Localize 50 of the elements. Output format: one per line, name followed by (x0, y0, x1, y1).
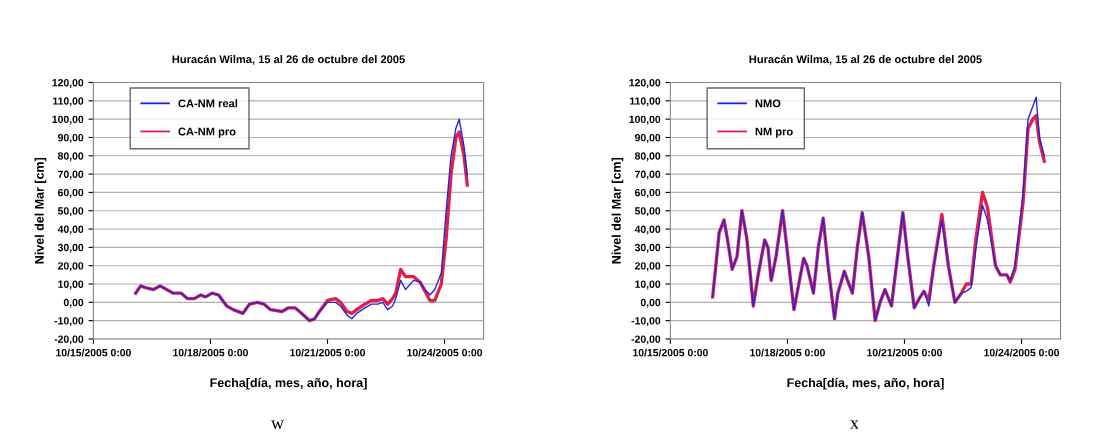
y-tick-label: 20,00 (634, 262, 661, 272)
y-tick-label: 50,00 (634, 207, 661, 217)
x-tick-label: 10/18/2005 0:00 (173, 348, 248, 357)
chart-title: Huracán Wilma, 15 al 26 de octubre del 2005 (749, 54, 982, 65)
x-tick-label: 10/21/2005 0:00 (290, 348, 366, 357)
y-tick-label: -10,00 (54, 317, 84, 327)
x-tick-label: 10/18/2005 0:00 (750, 348, 825, 357)
y-tick-label: -10,00 (631, 317, 661, 327)
y-tick-label: 0,00 (640, 298, 661, 308)
y-tick-label: -20,00 (631, 335, 661, 345)
x-tick-label: 10/24/2005 0:00 (984, 348, 1060, 357)
y-tick-label: 10,00 (635, 280, 661, 290)
chart-title: Huracán Wilma, 15 al 26 de octubre del 2005 (172, 54, 405, 65)
y-tick-label: 40,00 (634, 225, 661, 235)
y-axis-title: Nivel del Mar [cm] (34, 157, 47, 264)
y-tick-label: 70,00 (58, 170, 84, 180)
y-tick-label: 100,00 (52, 115, 84, 125)
y-tick-label: 30,00 (634, 243, 661, 253)
text: w (270, 420, 284, 429)
legend-label: CA-NM real (178, 99, 238, 108)
x-tick-label: 10/15/2005 0:00 (633, 348, 708, 357)
x-tick-label: 10/21/2005 0:00 (867, 348, 942, 357)
x-axis-title: Fecha[día, mes, año, hora] (210, 377, 367, 390)
y-tick-label: 110,00 (630, 97, 661, 107)
y-tick-label: 80,00 (634, 152, 661, 162)
y-tick-label: 10,00 (58, 280, 84, 290)
y-tick-label: 0,00 (63, 298, 84, 308)
y-tick-label: 100,00 (629, 115, 661, 125)
y-axis-title: Nivel del Mar [cm] (611, 157, 624, 264)
x-axis-title: Fecha[día, mes, año, hora] (787, 377, 944, 390)
legend-label: NM pro (755, 127, 793, 138)
y-tick-label: 40,00 (57, 225, 84, 235)
y-tick-label: 90,00 (634, 133, 661, 143)
y-tick-label: 70,00 (635, 170, 661, 180)
y-tick-label: 60,00 (634, 188, 661, 198)
y-tick-label: 90,00 (57, 133, 84, 143)
legend-label: CA-NM pro (178, 127, 236, 138)
y-tick-label: 20,00 (57, 262, 84, 272)
y-tick-label: 120,00 (629, 79, 661, 88)
y-tick-label: 60,00 (58, 188, 84, 198)
y-tick-label: 120,00 (52, 79, 84, 88)
x-tick-label: 10/15/2005 0:00 (56, 348, 131, 357)
legend-label: NMO (755, 99, 781, 108)
text: x (850, 420, 859, 429)
y-tick-label: 110,00 (53, 97, 84, 107)
y-tick-label: 50,00 (57, 207, 84, 217)
y-tick-label: 30,00 (57, 243, 84, 253)
y-tick-label: -20,00 (54, 335, 84, 345)
y-tick-label: 80,00 (57, 152, 84, 162)
x-tick-label: 10/24/2005 0:00 (407, 348, 483, 357)
